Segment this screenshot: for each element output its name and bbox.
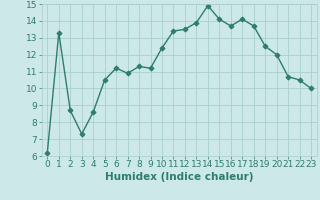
X-axis label: Humidex (Indice chaleur): Humidex (Indice chaleur)	[105, 172, 253, 182]
